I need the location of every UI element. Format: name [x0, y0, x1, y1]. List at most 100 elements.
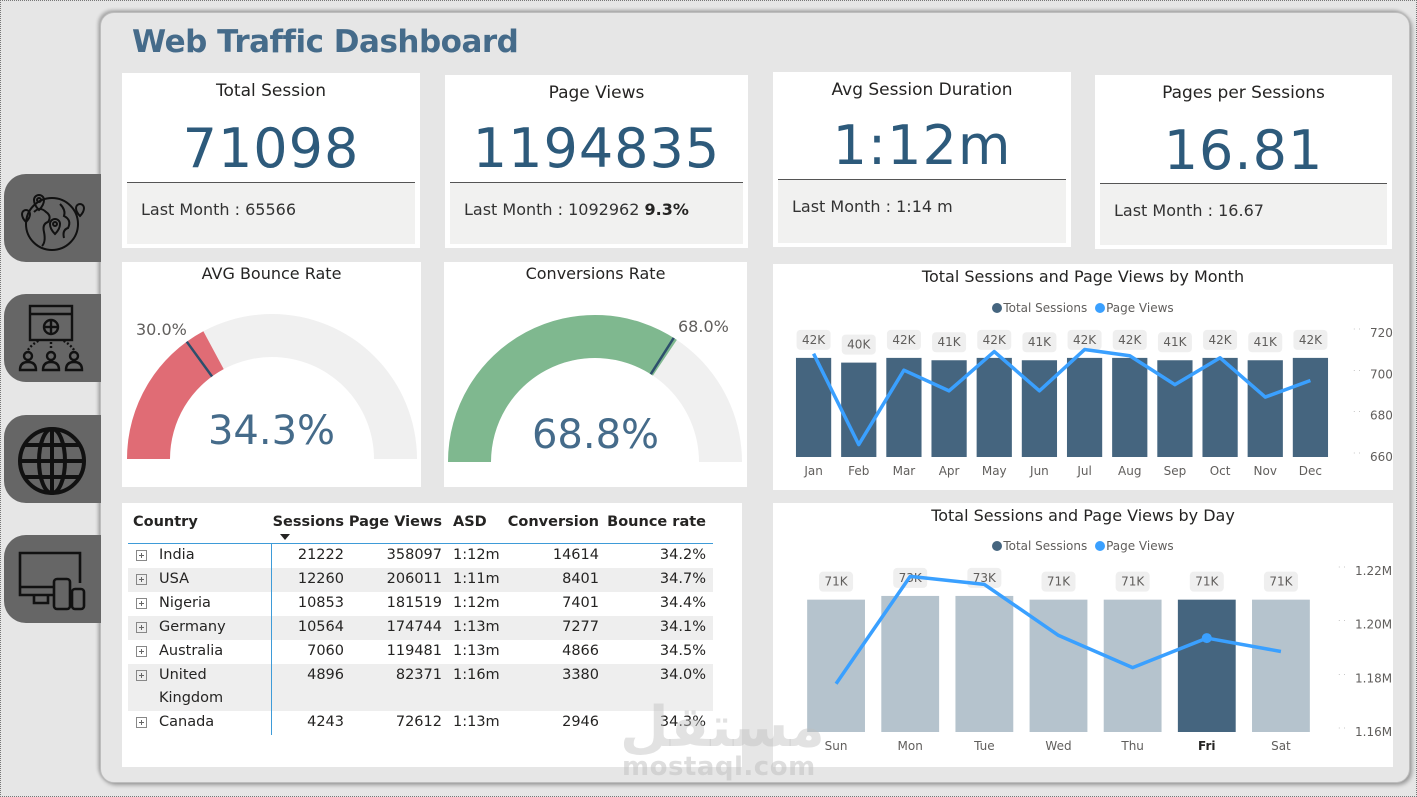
legend-dot-sessions: [992, 541, 1003, 551]
cell-asd: 1:13m: [453, 619, 500, 635]
data-label-bg: [1157, 332, 1192, 353]
cell-asd: 1:13m: [453, 714, 500, 730]
cell-asd: 1:11m: [453, 571, 500, 587]
bar-sat[interactable]: [1252, 599, 1310, 732]
cell-bounce-rate: 34.4%: [659, 595, 706, 611]
kpi-avg-session-duration: Avg Session Duration 1:12m Last Month : …: [773, 72, 1071, 247]
y2-tick-mark: · ·: [1338, 724, 1346, 733]
data-label-bg: [841, 334, 876, 355]
nav-globe-button[interactable]: [4, 415, 101, 503]
x-tick-label: Jun: [1029, 464, 1049, 478]
expand-icon[interactable]: [136, 574, 147, 585]
bar-aug[interactable]: [1112, 357, 1148, 457]
data-label: 42K: [802, 333, 826, 347]
gauge-value: 34.3%: [207, 408, 336, 454]
bar-nov[interactable]: [1247, 360, 1283, 457]
cell-bounce-rate: 34.3%: [659, 714, 706, 730]
col-country[interactable]: Country: [133, 514, 198, 530]
data-label-bg: [1293, 329, 1328, 350]
bar-mon[interactable]: [881, 595, 940, 732]
gauge-target-marker: [649, 337, 675, 375]
table-row[interactable]: Canada 4243 72612 1:13m 2946 34.3%: [128, 711, 713, 735]
cell-country: Nigeria: [128, 592, 272, 616]
gauge-target-label: 68.0%: [678, 317, 729, 336]
bar-dec[interactable]: [1292, 357, 1329, 457]
country-name: Canada: [159, 714, 215, 730]
expand-icon[interactable]: [136, 670, 147, 681]
cell-page-views: 358097: [386, 547, 442, 563]
gauge-title: Conversions Rate: [525, 264, 666, 283]
month-chart-card: Total Sessions and Page Views by Month T…: [773, 264, 1393, 490]
gauge-conversion-card: Conversions Rate 68.0% 68.8%: [444, 262, 747, 487]
table-row[interactable]: United Kingdom 4896 82371 1:16m 3380 34.0%: [128, 664, 713, 711]
month-chart-svg: · · 720K · · 700K · · 680K · · 660K 42K Jan 40K Feb…: [795, 325, 1393, 478]
expand-icon[interactable]: [136, 646, 147, 657]
bar-jul[interactable]: [1066, 357, 1103, 457]
expand-icon[interactable]: [136, 622, 147, 633]
table-row[interactable]: India 21222 358097 1:12m 14614 34.2%: [128, 544, 713, 568]
expand-icon[interactable]: [136, 598, 147, 609]
col-conversion[interactable]: Conversion: [507, 514, 599, 530]
bar-fri[interactable]: [1177, 599, 1236, 732]
legend-sessions[interactable]: Total Sessions: [1003, 539, 1088, 553]
bar-oct[interactable]: [1202, 357, 1238, 457]
table-row[interactable]: Nigeria 10853 181519 1:12m 7401 34.4%: [128, 592, 713, 616]
data-label: 41K: [1254, 335, 1278, 349]
cell-conversion: 14614: [552, 547, 599, 563]
cell-country: Australia: [128, 640, 272, 664]
highlight-point[interactable]: [1201, 633, 1212, 644]
page-views-line[interactable]: [812, 347, 1312, 447]
data-label: 42K: [1118, 333, 1142, 347]
bar-may[interactable]: [976, 357, 1012, 457]
cell-conversion: 3380: [562, 667, 599, 683]
bar-sun[interactable]: [807, 599, 865, 732]
expand-icon[interactable]: [136, 550, 147, 561]
y2-tick-mark: · ·: [1353, 408, 1361, 417]
geo-map-icon: [20, 194, 86, 251]
kpi-pages-per-session: Pages per Sessions 16.81 Last Month : 16…: [1095, 75, 1392, 249]
expand-icon[interactable]: [136, 717, 147, 728]
country-name: Nigeria: [159, 595, 211, 611]
cell-country: United Kingdom: [128, 664, 272, 711]
sort-descending-icon[interactable]: [280, 534, 290, 540]
cell-sessions: 12260: [297, 571, 344, 587]
cell-bounce-rate: 34.7%: [659, 571, 706, 587]
x-tick-label: Jan: [803, 464, 823, 478]
y2-tick-mark: · ·: [1338, 670, 1346, 679]
bar-jan[interactable]: [795, 357, 832, 457]
table-row[interactable]: Australia 7060 119481 1:13m 4866 34.5%: [128, 640, 713, 664]
day-chart-card: Total Sessions and Page Views by Day Tot…: [773, 503, 1393, 767]
country-name: India: [159, 547, 195, 563]
x-tick-label: Aug: [1118, 464, 1141, 478]
chart-legend: Total Sessions Page Views: [773, 301, 1393, 315]
kpi-label: Total Session: [216, 81, 326, 101]
data-label: 73K: [973, 571, 997, 585]
country-table: Country Sessions Page Views ASD Conversi…: [128, 508, 713, 735]
bar-jun[interactable]: [1021, 360, 1058, 457]
legend-sessions[interactable]: Total Sessions: [1003, 301, 1088, 315]
cell-bounce-rate: 34.2%: [659, 547, 706, 563]
nav-devices-button[interactable]: [4, 535, 101, 623]
kpi-label: Pages per Sessions: [1162, 83, 1325, 103]
col-page-views[interactable]: Page Views: [348, 514, 442, 530]
x-tick-label: Apr: [939, 464, 960, 478]
bar-apr[interactable]: [931, 360, 967, 457]
data-label: 41K: [938, 335, 962, 349]
nav-geo-button[interactable]: [4, 174, 101, 262]
x-tick-label: Mar: [893, 464, 916, 478]
globe-icon: [18, 427, 86, 495]
data-label: 42K: [1299, 333, 1323, 347]
x-tick-label: Sun: [825, 739, 848, 753]
col-bounce-rate[interactable]: Bounce rate: [607, 514, 706, 530]
legend-pageviews[interactable]: Page Views: [1106, 539, 1174, 553]
nav-audience-button[interactable]: [4, 294, 101, 382]
table-body: India 21222 358097 1:12m 14614 34.2% USA 12260 2…: [128, 544, 713, 735]
legend-pageviews[interactable]: Page Views: [1106, 301, 1174, 315]
table-row[interactable]: Germany 10564 174744 1:13m 7277 34.1%: [128, 616, 713, 640]
bar-tue[interactable]: [955, 595, 1014, 732]
y2-tick-mark: · ·: [1353, 325, 1361, 334]
col-asd[interactable]: ASD: [453, 514, 487, 530]
table-row[interactable]: USA 12260 206011 1:11m 8401 34.7%: [128, 568, 713, 592]
country-name: Germany: [159, 619, 226, 635]
col-sessions[interactable]: Sessions: [272, 514, 344, 530]
